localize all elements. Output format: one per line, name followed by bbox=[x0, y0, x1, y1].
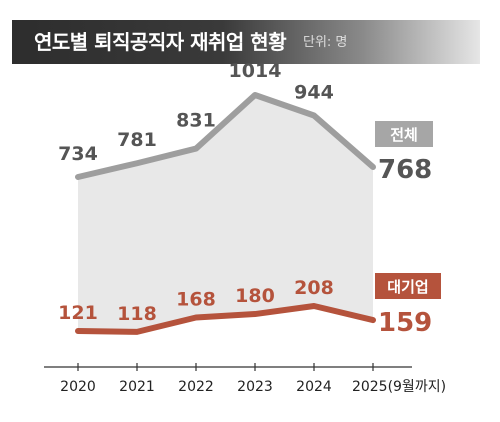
series-tag-total: 전체 bbox=[390, 126, 418, 144]
data-label-large-company: 168 bbox=[176, 288, 216, 310]
data-label-large-company: 159 bbox=[378, 308, 432, 338]
series-line-total bbox=[75, 92, 376, 180]
data-label-large-company: 180 bbox=[235, 285, 275, 307]
data-label-total: 1014 bbox=[229, 60, 282, 82]
data-label-large-company: 121 bbox=[58, 302, 98, 324]
data-label-large-company: 118 bbox=[117, 303, 157, 325]
data-label-large-company: 208 bbox=[294, 277, 334, 299]
title-bar bbox=[12, 20, 480, 64]
series-tag-total-bg bbox=[375, 121, 433, 147]
data-label-total: 781 bbox=[117, 129, 157, 151]
x-tick-label: 2022 bbox=[178, 379, 214, 395]
x-tick-label: 2023 bbox=[237, 379, 273, 395]
data-label-total: 944 bbox=[294, 82, 334, 104]
x-tick-label: 2021 bbox=[119, 379, 155, 395]
data-label-total: 831 bbox=[176, 110, 216, 132]
area-fill bbox=[78, 95, 373, 332]
x-tick-label: 2025(9월까지) bbox=[352, 379, 446, 395]
x-tick-label: 2020 bbox=[60, 379, 96, 395]
unit-label: 단위: 명 bbox=[303, 35, 348, 50]
data-label-total: 768 bbox=[378, 155, 432, 185]
series-tag-large-company: 대기업 bbox=[387, 278, 428, 296]
chart-title: 연도별 퇴직공직자 재취업 현황 bbox=[34, 30, 287, 54]
data-label-total: 734 bbox=[58, 143, 98, 165]
series-line-large-company bbox=[75, 303, 376, 335]
series-tag-large-company-bg bbox=[375, 273, 441, 299]
x-tick-label: 2024 bbox=[296, 379, 332, 395]
